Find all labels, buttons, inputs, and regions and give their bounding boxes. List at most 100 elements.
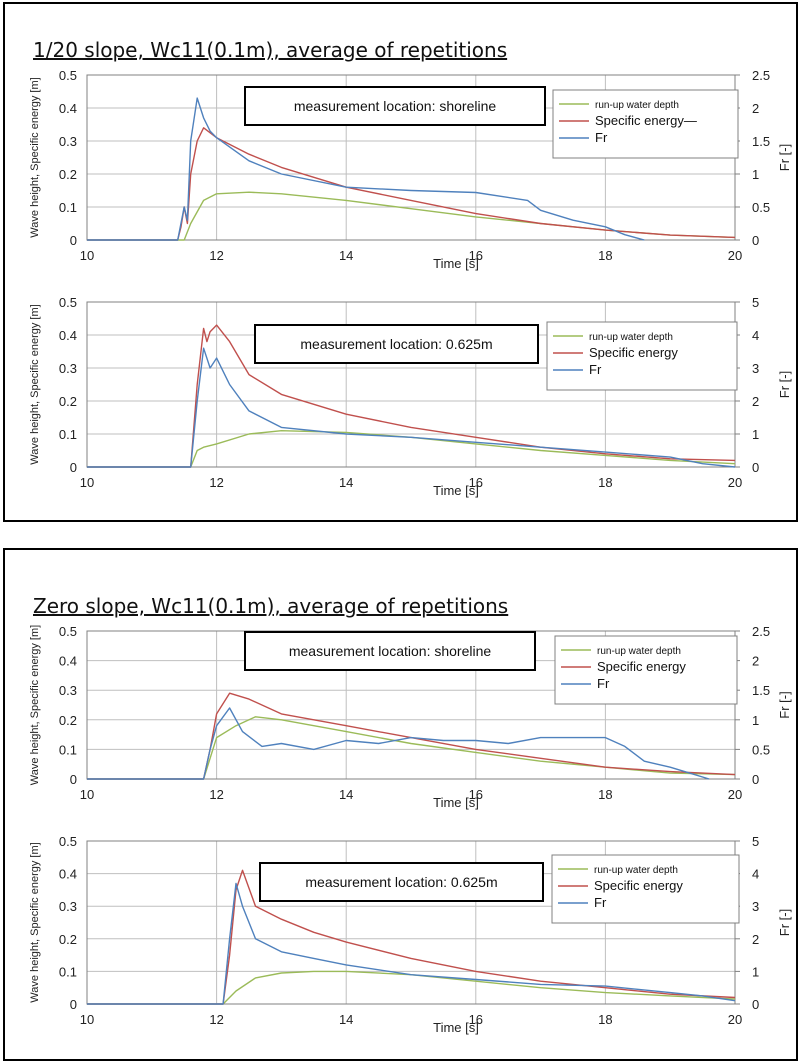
legend-label: Fr — [595, 130, 608, 145]
annotation-box — [254, 324, 539, 364]
y-tick-label: 0 — [70, 460, 77, 475]
x-tick-label: 12 — [209, 787, 223, 802]
y-tick-label: 0.4 — [59, 654, 77, 669]
x-tick-label: 12 — [209, 475, 223, 490]
y2-tick-label: 2 — [752, 394, 759, 409]
x-axis-label: Time [s] — [433, 1020, 479, 1035]
y-tick-label: 0.3 — [59, 683, 77, 698]
y-tick-label: 0.2 — [59, 932, 77, 947]
y-tick-label: 0.1 — [59, 742, 77, 757]
legend-label: Fr — [597, 676, 610, 691]
x-axis-label: Time [s] — [433, 795, 479, 810]
chart-1: 0 0.1 0.2 0.3 0.4 0.5 0 0.5 1 1.5 2 2.5 10 12 14 16 18 20… — [29, 68, 792, 271]
y2-tick-label: 2.5 — [752, 68, 770, 83]
y-tick-label: 0.5 — [59, 834, 77, 849]
x-tick-label: 10 — [80, 248, 94, 263]
x-tick-label: 10 — [80, 475, 94, 490]
x-tick-label: 18 — [598, 248, 612, 263]
series-line-fr — [87, 707, 710, 780]
x-tick-label: 14 — [339, 787, 353, 802]
y2-tick-label: 0.5 — [752, 200, 770, 215]
group-title-bottom: Zero slope, Wc11(0.1m), average of repet… — [33, 594, 509, 618]
series-line-run-up-water-depth — [87, 970, 736, 1005]
y2-tick-label: 1.5 — [752, 134, 770, 149]
y2-axis-label: Fr [-] — [777, 691, 792, 718]
legend-label: Specific energy— — [595, 113, 697, 128]
y2-axis-label: Fr [-] — [777, 144, 792, 171]
y2-tick-label: 2 — [752, 101, 759, 116]
y2-axis-label: Fr [-] — [777, 909, 792, 936]
annotation-text: measurement location: shoreline — [294, 98, 497, 114]
y2-tick-label: 1 — [752, 167, 759, 182]
y2-tick-label: 1 — [752, 964, 759, 979]
y-tick-label: 0.3 — [59, 899, 77, 914]
y-axis-label: Wave height, Specific energy [m] — [29, 842, 41, 1002]
x-tick-label: 14 — [339, 475, 353, 490]
x-tick-label: 16 — [469, 475, 483, 490]
y2-tick-label: 2.5 — [752, 624, 770, 639]
y-tick-label: 0 — [70, 997, 77, 1012]
legend-label: run-up water depth — [595, 100, 679, 111]
group-title-top: 1/20 slope, Wc11(0.1m), average of repet… — [33, 38, 508, 62]
legend-label: run-up water depth — [597, 646, 681, 657]
y2-tick-label: 2 — [752, 654, 759, 669]
y2-tick-label: 0 — [752, 997, 759, 1012]
legend-label: Specific energy — [589, 345, 678, 360]
y2-tick-label: 0.5 — [752, 742, 770, 757]
y2-tick-label: 5 — [752, 834, 759, 849]
y2-tick-label: 5 — [752, 295, 759, 310]
y-tick-label: 0.5 — [59, 295, 77, 310]
x-tick-label: 20 — [728, 1012, 742, 1027]
y-tick-label: 0.5 — [59, 68, 77, 83]
y-tick-label: 0.5 — [59, 624, 77, 639]
annotation-box — [259, 862, 544, 902]
y-tick-label: 0.1 — [59, 964, 77, 979]
x-tick-label: 16 — [469, 1012, 483, 1027]
annotation-text: measurement location: shoreline — [289, 643, 492, 659]
series-line-run-up-water-depth — [87, 430, 736, 468]
y2-tick-label: 3 — [752, 361, 759, 376]
series-line-fr — [87, 347, 736, 468]
x-tick-label: 20 — [728, 475, 742, 490]
legend-box — [554, 635, 738, 705]
chart-3: 0 0.1 0.2 0.3 0.4 0.5 0 0.5 1 1.5 2 2.5 10 12 14 16 18 20… — [29, 624, 792, 810]
x-tick-label: 18 — [598, 1012, 612, 1027]
y-tick-label: 0.2 — [59, 713, 77, 728]
x-tick-label: 16 — [469, 787, 483, 802]
x-tick-label: 12 — [209, 1012, 223, 1027]
y2-tick-label: 0 — [752, 772, 759, 787]
y2-tick-label: 1 — [752, 427, 759, 442]
x-tick-label: 20 — [728, 248, 742, 263]
y-tick-label: 0.4 — [59, 101, 77, 116]
x-tick-label: 10 — [80, 787, 94, 802]
y-tick-label: 0.2 — [59, 394, 77, 409]
y-tick-label: 0.2 — [59, 167, 77, 182]
legend-label: run-up water depth — [594, 865, 678, 876]
y2-tick-label: 2 — [752, 932, 759, 947]
legend-label: Fr — [589, 362, 602, 377]
y2-tick-label: 1.5 — [752, 683, 770, 698]
y2-tick-label: 0 — [752, 460, 759, 475]
y-tick-label: 0.3 — [59, 134, 77, 149]
legend-label: Fr — [594, 895, 607, 910]
legend-label: run-up water depth — [589, 332, 673, 343]
legend-label: Specific energy — [597, 659, 686, 674]
y-tick-label: 0.4 — [59, 867, 77, 882]
series-line-fr — [87, 882, 736, 1005]
y-axis-label: Wave height, Specific energy [m] — [29, 625, 41, 785]
y-tick-label: 0.1 — [59, 427, 77, 442]
annotation-box — [244, 631, 536, 671]
legend-box — [551, 854, 740, 924]
x-axis-label: Time [s] — [433, 256, 479, 271]
y-axis-label: Wave height, Specific energy [m] — [29, 77, 41, 237]
legend-label: Specific energy — [594, 878, 683, 893]
y-tick-label: 0 — [70, 233, 77, 248]
x-tick-label: 10 — [80, 1012, 94, 1027]
series-line-specific-energy — [87, 692, 736, 780]
y2-axis-label: Fr [-] — [777, 371, 792, 398]
y2-tick-label: 0 — [752, 233, 759, 248]
legend-box — [546, 321, 738, 391]
